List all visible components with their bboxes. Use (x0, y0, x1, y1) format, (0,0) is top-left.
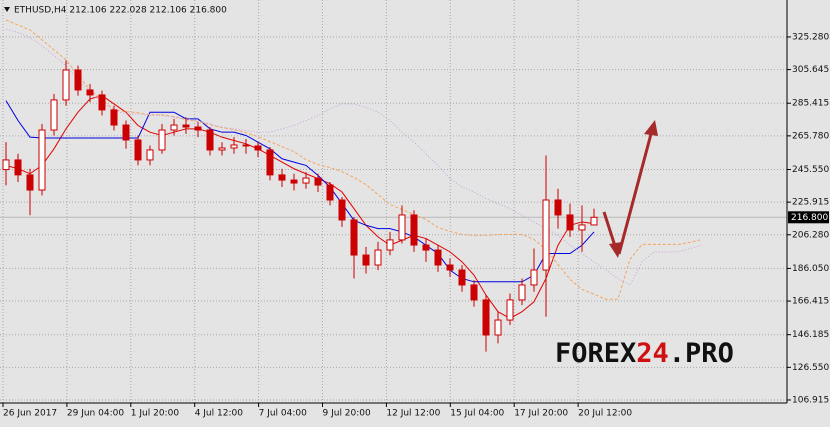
candle-body (218, 147, 226, 151)
x-tick-label: 9 Jul 20:00 (323, 409, 372, 419)
candle-body (446, 264, 454, 271)
candle-body (50, 99, 58, 131)
candle-body (110, 109, 118, 126)
y-tick-label: 186.050 (792, 264, 829, 274)
y-tick-label: 126.550 (792, 363, 829, 373)
y-tick-label: 146.185 (792, 330, 829, 340)
candle-body (74, 69, 82, 91)
candle-body (38, 129, 46, 191)
candle-body (86, 89, 94, 96)
x-tick-label: 12 Jul 12:00 (386, 409, 440, 419)
y-tick-label: 265.780 (792, 131, 829, 141)
x-tick-label: 4 Jul 12:00 (195, 409, 244, 419)
x-tick-label: 20 Jul 12:00 (578, 409, 632, 419)
candle-body (26, 174, 34, 191)
y-tick-label: 225.915 (792, 198, 829, 208)
price-tag: 216.800 (791, 213, 828, 223)
indicator-line (5, 100, 595, 283)
price-tag-bg (788, 211, 829, 224)
candle-body (134, 139, 142, 161)
candle-body (590, 216, 598, 226)
arrow-head (609, 242, 622, 258)
y-tick-label: 166.415 (792, 297, 829, 307)
candle-body (290, 179, 298, 184)
candle-body (422, 244, 430, 251)
candle-body (98, 94, 106, 111)
x-tick-label: 7 Jul 04:00 (259, 409, 308, 419)
candle-body (482, 299, 490, 336)
candle-body (386, 239, 394, 251)
candle-body (266, 149, 274, 176)
candle-body (278, 174, 286, 181)
candle-body (458, 269, 466, 286)
candle-body (410, 214, 418, 246)
x-tick-label: 1 Jul 20:00 (131, 409, 180, 419)
candle-body (434, 249, 442, 266)
forecast-arrows (602, 120, 658, 258)
candle-body (542, 199, 550, 271)
candle-body (122, 124, 130, 141)
grid-layer (0, 0, 787, 403)
candle-body (362, 254, 370, 266)
candle-body (62, 69, 70, 101)
candle-body (158, 129, 166, 151)
candle-body (518, 284, 526, 301)
candle-layer (2, 60, 598, 352)
candle-body (194, 126, 202, 131)
y-tick-label: 325.280 (792, 32, 829, 42)
watermark: FOREX24.PRO (555, 338, 734, 369)
watermark-part: .PRO (669, 338, 734, 369)
candle-body (554, 199, 562, 216)
candle-body (2, 159, 10, 171)
candle-body (494, 319, 502, 336)
x-tick-label: 15 Jul 04:00 (450, 409, 504, 419)
x-tick-label: 17 Jul 20:00 (514, 409, 568, 419)
y-tick-label: 305.645 (792, 65, 829, 75)
candle-body (338, 199, 346, 221)
candle-body (206, 129, 214, 151)
header-icon (4, 7, 10, 12)
candle-body (182, 124, 190, 128)
candle-body (398, 214, 406, 241)
arrow-down (602, 211, 617, 247)
candle-body (566, 214, 574, 231)
candle-body (242, 144, 250, 147)
indicator-line (5, 28, 703, 286)
candle-body (326, 184, 334, 201)
candle-body (578, 224, 586, 231)
x-tick-label: 29 Jun 04:00 (67, 409, 124, 419)
candle-body (506, 299, 514, 321)
y-tick-label: 245.550 (792, 165, 829, 175)
arrow-head (644, 120, 658, 136)
x-tick-label: 26 Jun 2017 (3, 409, 57, 419)
candle-body (470, 284, 478, 301)
candle-body (146, 149, 154, 161)
header: ETHUSD,H4 212.106 222.028 212.106 216.80… (14, 6, 227, 16)
candle-body (14, 159, 22, 176)
watermark-part: FOREX (555, 338, 636, 369)
indicator-line (5, 19, 703, 300)
candle-body (254, 145, 262, 151)
y-tick-label: 285.415 (792, 99, 829, 109)
y-tick-label: 106.915 (792, 395, 829, 405)
candle-body (170, 124, 178, 131)
arrow-up (617, 133, 653, 255)
candle-body (302, 177, 310, 184)
y-tick-label: 206.280 (792, 230, 829, 240)
candle-body (350, 219, 358, 256)
candle-body (230, 144, 238, 149)
watermark-part: 24 (636, 338, 669, 369)
candle-body (530, 269, 538, 286)
candle-body (374, 249, 382, 266)
candle-body (314, 177, 322, 186)
